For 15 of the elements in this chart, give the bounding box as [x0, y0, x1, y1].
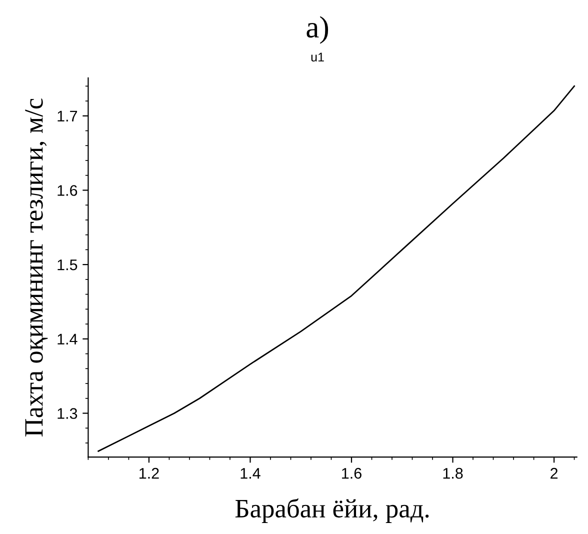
x-tick-label: 1.6 [342, 468, 362, 479]
x-tick-label: 2 [550, 468, 558, 479]
y-tick-label: 1.4 [58, 334, 78, 344]
x-tick-label: 1.4 [240, 468, 260, 479]
x-axis-title: Барабан ёйи, рад. [235, 498, 429, 523]
y-tick-label: 1.3 [58, 408, 78, 419]
y-tick-label: 1.7 [58, 110, 78, 122]
line-series [98, 85, 575, 452]
y-axis-title: Пахта оқимининг тезлиги, м/с [25, 98, 48, 436]
y-tick-label: 1.6 [58, 185, 78, 196]
chart-title: а) [306, 16, 328, 44]
chart-subtitle: u1 [311, 52, 324, 62]
x-tick-label: 1.8 [443, 468, 463, 479]
y-tick-label: 1.5 [58, 260, 78, 270]
x-tick-label: 1.2 [140, 468, 159, 479]
